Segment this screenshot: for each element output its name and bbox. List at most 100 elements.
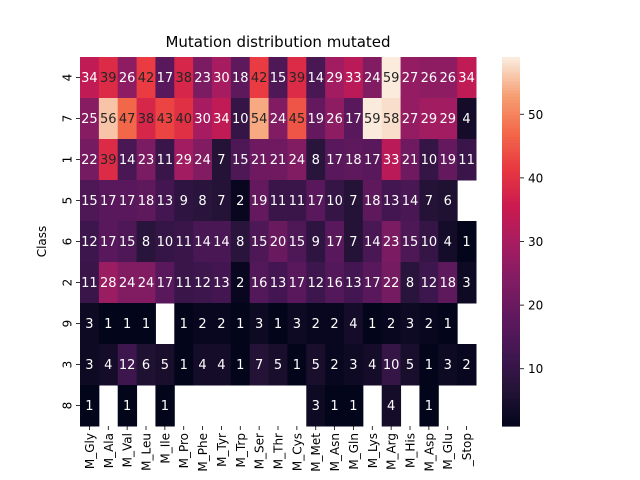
heatmap-cell: [400, 221, 420, 263]
heatmap-cell: [136, 221, 156, 263]
cell-value-label: 3: [462, 276, 470, 291]
cell-value-label: 23: [138, 153, 155, 168]
heatmap-cell: [268, 221, 288, 263]
colorbar-segment: [502, 379, 520, 384]
cell-value-label: 7: [217, 194, 225, 209]
cell-value-label: 33: [383, 153, 400, 168]
heatmap-cell: [230, 180, 251, 222]
cell-value-label: 17: [100, 194, 117, 209]
colorbar-segment: [502, 232, 520, 236]
colorbar-segment: [502, 60, 520, 64]
cell-value-label: 4: [217, 358, 225, 373]
colorbar-segment: [502, 173, 520, 178]
heatmap-cell: [438, 57, 458, 99]
colorbar-segment: [502, 63, 520, 67]
cell-value-label: 15: [270, 71, 287, 86]
cell-value-label: 12: [119, 358, 136, 373]
heatmap-cell: [344, 139, 364, 181]
colorbar-segment: [502, 419, 520, 424]
heatmap-cell: [362, 139, 383, 181]
cell-value-label: 29: [421, 112, 438, 127]
cell-value-label: 1: [161, 399, 169, 414]
heatmap-cell: [362, 221, 383, 263]
cell-value-label: 17: [119, 194, 136, 209]
cell-value-label: 4: [349, 317, 357, 332]
cell-value-label: 17: [100, 235, 117, 250]
y-tick-label: 7: [61, 115, 75, 123]
heatmap-cell: [230, 303, 251, 345]
cell-value-label: 5: [406, 358, 414, 373]
heatmap-cell: [193, 344, 213, 386]
heatmap-cell: [362, 344, 383, 386]
cell-value-label: 34: [81, 71, 98, 86]
colorbar-segment: [502, 192, 520, 196]
heatmap-cell: [325, 344, 345, 386]
cell-value-label: 27: [402, 71, 419, 86]
colorbar-segment: [502, 235, 520, 240]
cell-value-label: 1: [123, 317, 131, 332]
heatmap-cell: [174, 57, 194, 99]
heatmap-cell: [325, 98, 345, 140]
cell-value-label: 25: [81, 112, 98, 127]
heatmap-cell: [381, 303, 402, 345]
cell-value-label: 2: [236, 276, 244, 291]
heatmap-cell: [249, 57, 270, 99]
colorbar-segment: [502, 213, 520, 218]
colorbar-segment: [502, 315, 520, 319]
cell-value-label: 1: [425, 399, 433, 414]
cell-value-label: 17: [289, 276, 306, 291]
colorbar-segment: [502, 226, 520, 230]
cell-value-label: 4: [104, 358, 112, 373]
heatmap-cell: [212, 98, 232, 140]
colorbar-segment: [502, 318, 520, 323]
heatmap-cell: [457, 139, 477, 181]
colorbar-segment: [502, 100, 520, 104]
colorbar-segment: [502, 57, 520, 61]
heatmap-cell: [438, 303, 458, 345]
colorbar-segment: [502, 207, 520, 212]
heatmap-cell: [98, 344, 119, 386]
heatmap-cell: [287, 262, 307, 304]
heatmap-cell: [344, 57, 364, 99]
colorbar-segment: [502, 370, 520, 375]
colorbar-tick-label: 40: [528, 171, 543, 185]
cell-value-label: 1: [142, 317, 150, 332]
cell-value-label: 15: [402, 235, 419, 250]
heatmap-cell: [344, 180, 364, 222]
heatmap-cell: [80, 98, 100, 140]
heatmap-cell: [212, 262, 232, 304]
cell-value-label: 24: [270, 112, 287, 127]
heatmap-cell: [268, 262, 288, 304]
cell-value-label: 3: [85, 358, 93, 373]
heatmap-cell: [419, 180, 439, 222]
heatmap-cell: [249, 303, 270, 345]
cell-value-label: 5: [161, 358, 169, 373]
colorbar-segment: [502, 241, 520, 246]
colorbar-segment: [502, 299, 520, 304]
colorbar-segment: [502, 204, 520, 209]
heatmap-cell: [306, 344, 326, 386]
cell-value-label: 39: [100, 153, 117, 168]
heatmap-cell: [268, 98, 288, 140]
colorbar-segment: [502, 121, 520, 126]
cell-value-label: 33: [345, 71, 362, 86]
cell-value-label: 8: [312, 153, 320, 168]
cell-value-label: 7: [217, 153, 225, 168]
heatmap-cell: [344, 262, 364, 304]
heatmap-cell: [98, 221, 119, 263]
cell-value-label: 1: [349, 399, 357, 414]
heatmap-cell: [174, 262, 194, 304]
cell-value-label: 10: [421, 235, 438, 250]
cell-value-label: 30: [213, 71, 230, 86]
heatmap-cell: [287, 57, 307, 99]
x-tick-label: M_Ala: [102, 433, 116, 468]
cell-value-label: 38: [175, 71, 192, 86]
colorbar-segment: [502, 152, 520, 156]
cell-value-label: 26: [421, 71, 438, 86]
cell-value-label: 19: [439, 153, 456, 168]
cell-value-label: 6: [444, 194, 452, 209]
heatmap-cell: [325, 139, 345, 181]
cell-value-label: 2: [312, 317, 320, 332]
cell-value-label: 2: [217, 317, 225, 332]
colorbar-segment: [502, 290, 520, 295]
